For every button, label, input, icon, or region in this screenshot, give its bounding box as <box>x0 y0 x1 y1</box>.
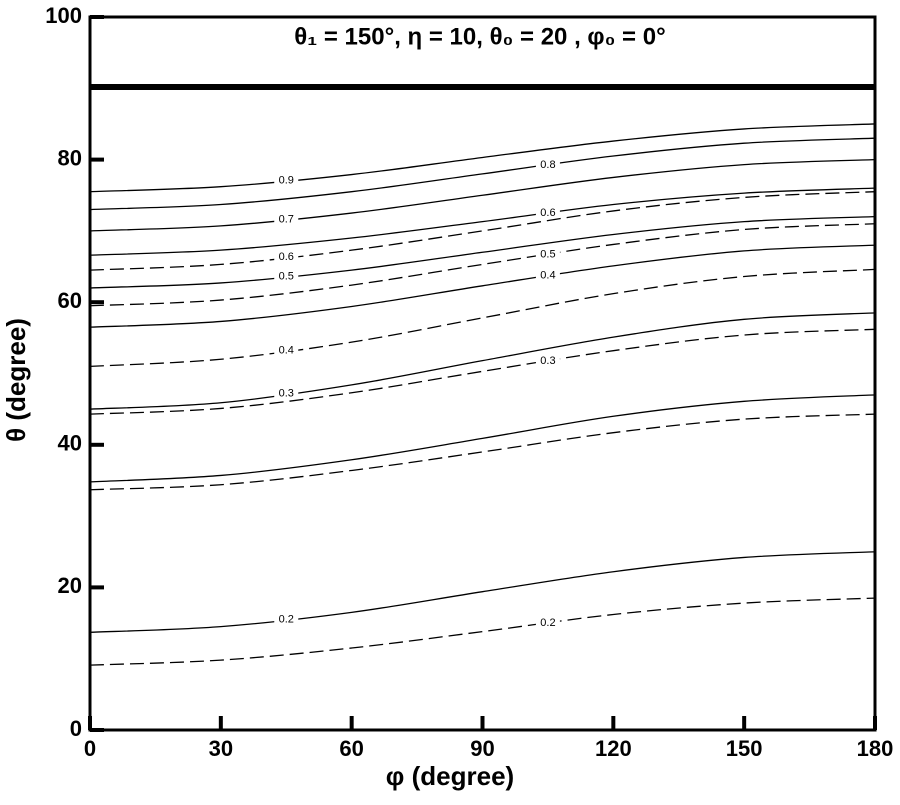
x-tick-label: 0 <box>84 736 96 761</box>
contour-line <box>89 312 876 410</box>
x-tick-label: 180 <box>857 736 894 761</box>
contour-line <box>89 244 876 328</box>
x-tick-label: 60 <box>339 736 363 761</box>
x-tick-label: 120 <box>595 736 632 761</box>
contour-label: 0.4 <box>279 345 294 357</box>
contour-line <box>89 268 876 368</box>
contour-line <box>89 158 876 232</box>
contour-label: 0.2 <box>279 613 294 625</box>
x-axis-title: φ (degree) <box>386 761 514 791</box>
y-tick-label: 60 <box>58 288 82 313</box>
contour-label-bg <box>274 613 299 626</box>
x-tick-label: 90 <box>470 736 494 761</box>
contour-label: 0.7 <box>279 213 294 225</box>
contour-line <box>89 394 876 483</box>
contour-label-bg <box>274 344 299 357</box>
y-tick-label: 0 <box>70 716 82 741</box>
contour-label-bg <box>535 207 560 220</box>
x-tick-label: 150 <box>726 736 763 761</box>
contour-label: 0.9 <box>279 175 294 187</box>
y-tick-label: 20 <box>58 573 82 598</box>
contour-line <box>89 123 876 193</box>
contour-label: 0.5 <box>279 270 294 282</box>
contour-line <box>89 551 876 633</box>
contour-line <box>89 413 876 491</box>
y-tick-label: 100 <box>45 3 82 28</box>
contour-label-bg <box>535 269 560 282</box>
plot-frame <box>88 15 877 732</box>
contour-label-bg <box>535 248 560 261</box>
contour-line <box>89 328 876 415</box>
y-axis-title: θ (degree) <box>1 318 31 442</box>
contour-label-bg <box>535 355 560 368</box>
contour-label: 0.4 <box>540 270 555 282</box>
contour-line <box>89 215 876 289</box>
contour-line <box>89 191 876 271</box>
contour-label: 0.5 <box>540 248 555 260</box>
contour-label-bg <box>535 158 560 171</box>
contour-line <box>89 137 876 211</box>
contour-label-bg <box>274 174 299 187</box>
contour-line <box>89 223 876 307</box>
contour-label-bg <box>274 270 299 283</box>
contour-line <box>89 597 876 666</box>
contour-label: 0.3 <box>540 355 555 367</box>
contour-label: 0.8 <box>540 159 555 171</box>
contour-line <box>89 187 876 256</box>
contour-label: 0.2 <box>540 617 555 629</box>
contour-label-bg <box>535 617 560 630</box>
contour-label: 0.3 <box>279 388 294 400</box>
chart-title: θ₁ = 150°, η = 10, θ₀ = 20 , φ₀ = 0° <box>294 23 665 50</box>
contour-label-bg <box>274 213 299 226</box>
contour-label: 0.6 <box>279 251 294 263</box>
contour-label-bg <box>274 387 299 400</box>
contour-label: 0.6 <box>540 207 555 219</box>
contour-label-bg <box>274 251 299 264</box>
x-tick-label: 30 <box>209 736 233 761</box>
y-tick-label: 80 <box>58 145 82 170</box>
y-tick-label: 40 <box>58 431 82 456</box>
